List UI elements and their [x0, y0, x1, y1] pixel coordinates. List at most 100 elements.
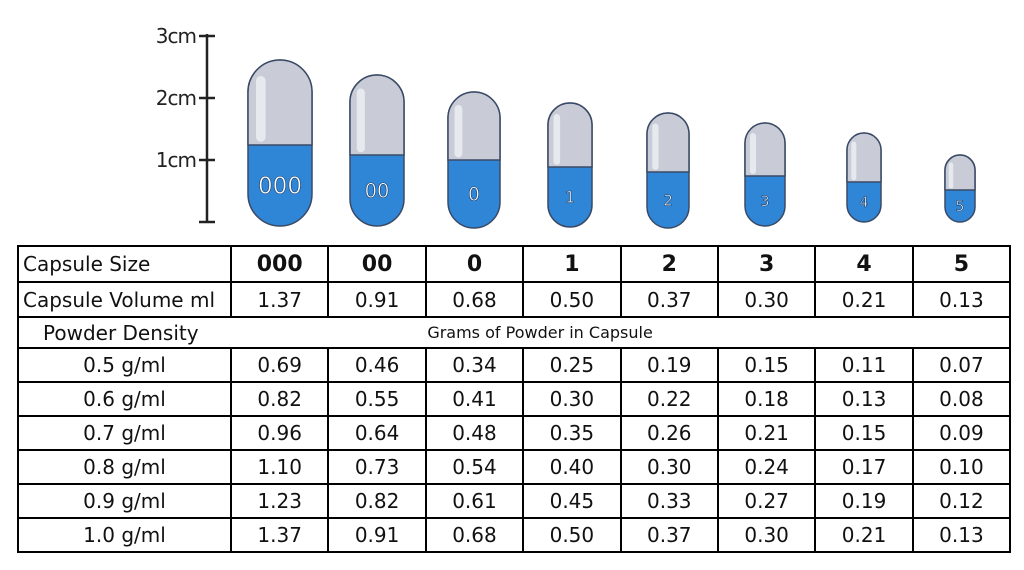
grams-cell: 0.34 [424, 347, 525, 383]
capsule-label: 000 [258, 174, 302, 200]
grams-cell: 0.61 [424, 483, 525, 519]
grams-cell: 0.19 [814, 483, 914, 519]
scale-label: 2cm [156, 86, 196, 110]
table-row: Capsule Volume ml 1.37 0.91 0.68 0.50 0.37 0.3… [17, 281, 1012, 318]
row-label: 0.7 g/ml [17, 415, 232, 451]
grams-cell: 0.91 [327, 517, 427, 553]
volume-cell: 0.50 [522, 281, 622, 318]
capsule-label: 0 [468, 185, 480, 206]
capsule-shine [256, 76, 266, 142]
row-label: Powder Density [17, 316, 231, 349]
table-row: Powder Density Grams of Powder in Capsule [17, 316, 1012, 349]
grams-cell: 1.23 [229, 483, 330, 519]
capsule-label: 3 [760, 194, 769, 210]
grams-cell: 0.22 [619, 381, 719, 417]
section-heading: Grams of Powder in Capsule [231, 316, 1012, 349]
capsule-shine [652, 123, 659, 170]
grams-cell: 0.21 [814, 517, 914, 553]
grams-cell: 0.10 [911, 449, 1012, 485]
grams-cell: 0.30 [522, 381, 622, 417]
grams-cell: 0.46 [327, 347, 427, 383]
volume-cell: 1.37 [229, 281, 330, 318]
capsule-size: 00 [327, 245, 427, 283]
table-row: 0.8 g/ml 1.10 0.73 0.54 0.40 0.30 0.24 0.17 0.10 [17, 449, 1012, 485]
capsule-size: 4 [814, 245, 914, 283]
row-label: Capsule Size [17, 245, 232, 283]
capsule-size: 5 [911, 245, 1012, 283]
grams-cell: 0.13 [911, 517, 1012, 553]
capsule-label: 00 [365, 179, 390, 202]
row-label: 0.9 g/ml [17, 483, 232, 519]
grams-cell: 0.40 [522, 449, 622, 485]
row-label: 1.0 g/ml [17, 517, 232, 553]
grams-cell: 0.13 [814, 381, 914, 417]
grams-cell: 0.15 [814, 415, 914, 451]
capsule-size: 1 [522, 245, 622, 283]
grams-cell: 0.30 [619, 449, 719, 485]
grams-cell: 0.25 [522, 347, 622, 383]
grams-cell: 0.11 [814, 347, 914, 383]
scale-label: 1cm [156, 148, 196, 172]
grams-cell: 1.10 [229, 449, 330, 485]
grams-cell: 0.55 [327, 381, 427, 417]
grams-cell: 0.17 [814, 449, 914, 485]
grams-cell: 1.37 [229, 517, 330, 553]
row-label: 0.8 g/ml [17, 449, 232, 485]
grams-cell: 0.24 [716, 449, 817, 485]
grams-cell: 0.09 [911, 415, 1012, 451]
capsule-size: 000 [229, 245, 330, 283]
capsule-size: 3 [716, 245, 817, 283]
volume-cell: 0.91 [327, 281, 427, 318]
grams-cell: 0.19 [619, 347, 719, 383]
capsule-size: 0 [424, 245, 525, 283]
grams-cell: 0.64 [327, 415, 427, 451]
volume-cell: 0.21 [814, 281, 914, 318]
capsule-shine [454, 105, 463, 158]
capsule-shine [750, 133, 756, 174]
capsule-table: Capsule Size 000 00 0 1 2 3 4 5 Capsule Volume ml… [17, 245, 1012, 553]
grams-cell: 0.18 [716, 381, 817, 417]
grams-cell: 0.26 [619, 415, 719, 451]
grams-cell: 0.21 [716, 415, 817, 451]
grams-cell: 0.96 [229, 415, 330, 451]
grams-cell: 0.68 [424, 517, 525, 553]
grams-cell: 0.54 [424, 449, 525, 485]
capsule-shine [948, 162, 954, 189]
capsule-label: 1 [565, 188, 575, 207]
grams-cell: 0.82 [229, 381, 330, 417]
row-label: Capsule Volume ml [17, 281, 232, 318]
capsule-size: 2 [619, 245, 719, 283]
table-row: 1.0 g/ml 1.37 0.91 0.68 0.50 0.37 0.30 0.21 0.13 [17, 517, 1012, 553]
volume-cell: 0.30 [716, 281, 817, 318]
capsule-label: 4 [860, 195, 869, 211]
grams-cell: 0.41 [424, 381, 525, 417]
grams-cell: 0.45 [522, 483, 622, 519]
grams-cell: 0.82 [327, 483, 427, 519]
scale-label: 3cm [156, 24, 196, 48]
grams-cell: 0.37 [619, 517, 719, 553]
row-label: 0.5 g/ml [17, 347, 232, 383]
volume-cell: 0.13 [911, 281, 1012, 318]
volume-cell: 0.68 [424, 281, 525, 318]
grams-cell: 0.30 [716, 517, 817, 553]
grams-cell: 0.73 [327, 449, 427, 485]
grams-cell: 0.48 [424, 415, 525, 451]
table-row: 0.9 g/ml 1.23 0.82 0.61 0.45 0.33 0.27 0.19 0.12 [17, 483, 1012, 519]
grams-cell: 0.15 [716, 347, 817, 383]
row-label: 0.6 g/ml [17, 381, 232, 417]
capsule-shine [553, 114, 561, 165]
grams-cell: 0.27 [716, 483, 817, 519]
grams-cell: 0.33 [619, 483, 719, 519]
table-row: 0.7 g/ml 0.96 0.64 0.48 0.35 0.26 0.21 0.15 0.09 [17, 415, 1012, 451]
volume-cell: 0.37 [619, 281, 719, 318]
capsule-label: 2 [663, 191, 673, 209]
capsule-shine [356, 88, 365, 153]
table-row: Capsule Size 000 00 0 1 2 3 4 5 [17, 245, 1012, 283]
grams-cell: 0.69 [229, 347, 330, 383]
grams-cell: 0.50 [522, 517, 622, 553]
table-row: 0.5 g/ml 0.69 0.46 0.34 0.25 0.19 0.15 0.11 0.07 [17, 347, 1012, 383]
grams-cell: 0.35 [522, 415, 622, 451]
grams-cell: 0.07 [911, 347, 1012, 383]
capsule-label: 5 [956, 199, 965, 215]
